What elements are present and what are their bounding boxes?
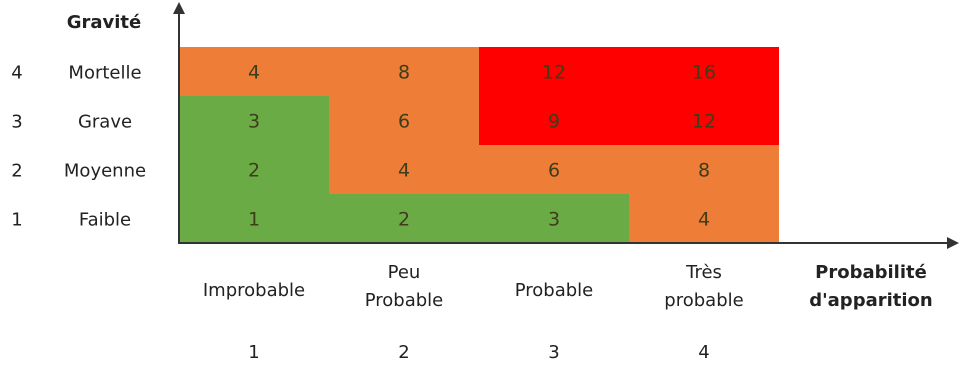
risk-cell-g1-p2: [329, 194, 479, 243]
risk-cell-value: 8: [698, 160, 710, 182]
risk-cell-g2-p2: [329, 145, 479, 194]
risk-cell-value: 6: [398, 111, 410, 133]
risk-cell-g3-p2: [329, 96, 479, 145]
x-level-label: 3: [548, 342, 559, 363]
risk-cell-g1-p3: [479, 194, 629, 243]
risk-cell-value: 8: [398, 62, 410, 84]
y-axis-arrow-icon: [173, 2, 185, 14]
risk-cell-g1-p4: [629, 194, 779, 243]
axes-layer: [173, 2, 959, 249]
risk-cell-value: 1: [248, 209, 260, 231]
risk-cell-value: 4: [398, 160, 410, 182]
risk-cell-g3-p3: [479, 96, 629, 145]
risk-cell-value: 12: [542, 62, 566, 84]
risk-cell-g2-p4: [629, 145, 779, 194]
x-category-label: Peu: [388, 262, 421, 283]
risk-cell-g2-p1: [179, 145, 329, 194]
risk-cell-value: 4: [698, 209, 710, 231]
x-axis-title: d'apparition: [809, 290, 932, 311]
risk-cell-value: 3: [248, 111, 260, 133]
risk-cell-g4-p4: [629, 47, 779, 96]
x-level-label: 4: [698, 342, 709, 363]
y-level-label: 4: [11, 63, 22, 84]
y-level-label: 3: [11, 112, 22, 133]
risk-cell-value: 2: [398, 209, 410, 231]
cells-layer: 1 2 3 42 4 6 83 6 9 124 8 12 16: [179, 47, 779, 243]
x-axis-arrow-icon: [947, 237, 959, 249]
risk-cell-value: 2: [248, 160, 260, 182]
risk-cell-value: 4: [248, 62, 260, 84]
x-category-label: Probable: [365, 290, 444, 311]
labels-layer: Gravité 1 Faible 2 Moyenne 3 Grave 4 Mortelle Im…: [11, 12, 932, 363]
risk-cell-g1-p1: [179, 194, 329, 243]
y-level-label: 1: [11, 210, 22, 231]
x-axis-title: Probabilité: [815, 262, 927, 283]
y-category-label: Grave: [78, 112, 132, 133]
y-level-label: 2: [11, 161, 22, 182]
x-category-label: Très: [685, 262, 722, 283]
x-level-label: 2: [398, 342, 409, 363]
risk-cell-g4-p2: [329, 47, 479, 96]
risk-cell-value: 6: [548, 160, 560, 182]
risk-cell-g3-p4: [629, 96, 779, 145]
x-level-label: 1: [248, 342, 259, 363]
risk-cell-g4-p1: [179, 47, 329, 96]
y-axis-title: Gravité: [67, 12, 142, 33]
risk-cell-value: 12: [692, 111, 716, 133]
y-category-label: Faible: [79, 210, 131, 231]
x-category-label: probable: [664, 290, 743, 311]
risk-cell-g3-p1: [179, 96, 329, 145]
risk-cell-value: 16: [692, 62, 716, 84]
risk-cell-g2-p3: [479, 145, 629, 194]
y-category-label: Moyenne: [64, 161, 146, 182]
x-category-label: Improbable: [203, 280, 305, 301]
x-category-label: Probable: [515, 280, 594, 301]
risk-cell-value: 3: [548, 209, 560, 231]
y-category-label: Mortelle: [68, 63, 141, 84]
risk-cell-value: 9: [548, 111, 560, 133]
risk-cell-g4-p3: [479, 47, 629, 96]
